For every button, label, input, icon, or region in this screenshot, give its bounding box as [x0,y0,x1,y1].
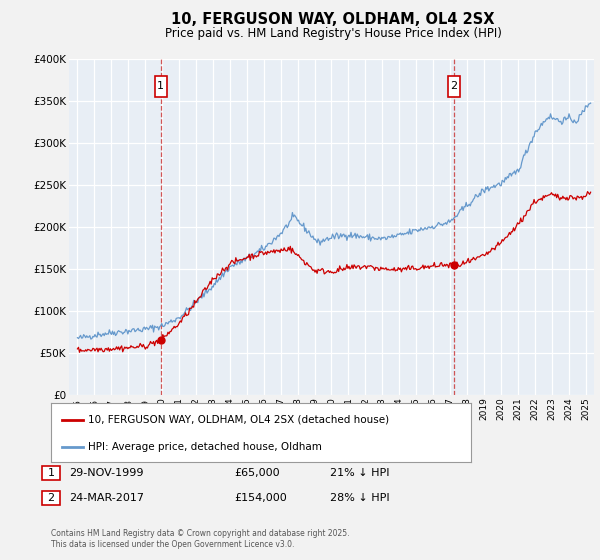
Text: Price paid vs. HM Land Registry's House Price Index (HPI): Price paid vs. HM Land Registry's House … [164,27,502,40]
Text: 10, FERGUSON WAY, OLDHAM, OL4 2SX: 10, FERGUSON WAY, OLDHAM, OL4 2SX [171,12,495,27]
FancyBboxPatch shape [448,76,460,97]
Text: 28% ↓ HPI: 28% ↓ HPI [330,493,389,503]
Text: 21% ↓ HPI: 21% ↓ HPI [330,468,389,478]
Text: £154,000: £154,000 [234,493,287,503]
Text: 29-NOV-1999: 29-NOV-1999 [69,468,143,478]
Text: HPI: Average price, detached house, Oldham: HPI: Average price, detached house, Oldh… [88,442,322,452]
Text: Contains HM Land Registry data © Crown copyright and database right 2025.
This d: Contains HM Land Registry data © Crown c… [51,529,349,549]
Text: 2: 2 [451,81,458,91]
Text: 10, FERGUSON WAY, OLDHAM, OL4 2SX (detached house): 10, FERGUSON WAY, OLDHAM, OL4 2SX (detac… [88,414,389,424]
Text: 2: 2 [47,493,55,503]
FancyBboxPatch shape [155,76,167,97]
Text: 1: 1 [157,81,164,91]
Text: 1: 1 [47,468,55,478]
Text: 24-MAR-2017: 24-MAR-2017 [69,493,144,503]
Text: £65,000: £65,000 [234,468,280,478]
